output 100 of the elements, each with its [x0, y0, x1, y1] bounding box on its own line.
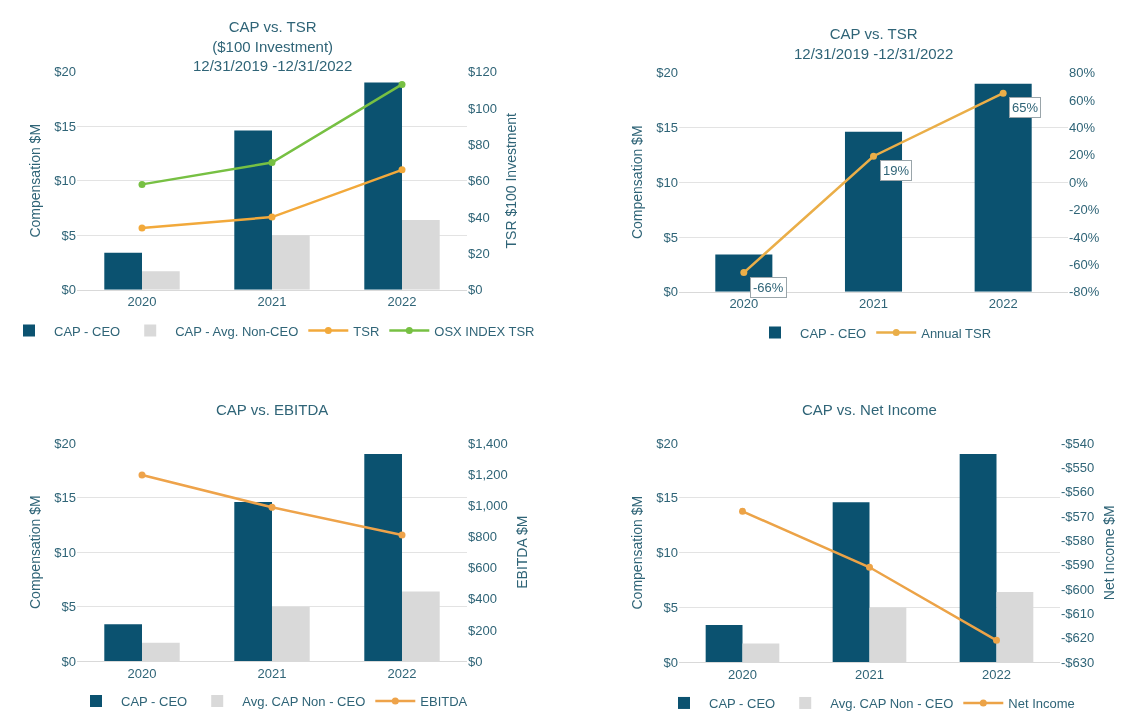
point [740, 269, 748, 277]
y-axis-title: Compensation $M [628, 125, 645, 240]
point [138, 180, 146, 188]
y-tick-label: $15 [54, 490, 76, 506]
x-tick-label: 2021 [257, 294, 287, 310]
point [138, 471, 146, 479]
y2-tick-label: -$590 [1061, 557, 1095, 573]
y-tick-label: $10 [54, 544, 76, 560]
y2-tick-label: -20% [1069, 202, 1100, 218]
legend-label: CAP - CEO [800, 325, 867, 341]
chart-title: CAP vs. EBITDA [216, 401, 329, 418]
chart-title: CAP vs. TSR 12/31/2019 -12/31/2022 [794, 25, 954, 62]
y2-axis-title: Net Income $M [1100, 505, 1117, 601]
legend-label: EBITDA [420, 694, 468, 710]
y2-tick-label: $0 [468, 282, 483, 298]
y2-axis-title: EBITDA $M [514, 515, 531, 589]
y-tick-label: $5 [663, 600, 678, 615]
y2-tick-label: 80% [1069, 65, 1096, 81]
y-tick-label: $5 [61, 599, 76, 615]
y-axis-title: Compensation $M [26, 123, 43, 238]
y2-tick-label: $100 [468, 100, 497, 116]
y-tick-label: $0 [663, 284, 678, 300]
legend-label: OSX INDEX TSR [434, 323, 535, 339]
y2-tick-label: 20% [1069, 147, 1096, 163]
x-tick-label: 2022 [988, 296, 1018, 312]
legend-label: CAP - CEO [121, 694, 188, 710]
point [739, 507, 746, 515]
point [398, 531, 406, 539]
y2-tick-label: $20 [468, 245, 490, 261]
y2-tick-label: -$600 [1061, 581, 1095, 597]
y2-tick-label: -80% [1069, 284, 1100, 300]
y-tick-label: $20 [656, 435, 678, 451]
x-tick-label: 2022 [982, 666, 1011, 682]
y2-tick-label: $800 [468, 529, 497, 545]
bar [104, 624, 142, 662]
y2-tick-label: $1,400 [468, 435, 508, 451]
bar [364, 82, 402, 290]
x-tick-label: 2020 [728, 666, 757, 682]
y2-tick-label: $40 [468, 209, 490, 225]
point [398, 166, 406, 174]
y-tick-label: $15 [656, 490, 678, 506]
bar [705, 624, 743, 663]
point [268, 503, 276, 511]
legend-label: TSR [353, 323, 380, 339]
y-tick-label: $20 [54, 435, 76, 451]
x-tick-label: 2020 [729, 296, 759, 312]
y2-tick-label: -$580 [1061, 533, 1095, 549]
data-label: 19% [883, 163, 910, 178]
y-axis-title: Compensation $M [26, 495, 43, 609]
x-tick-label: 2021 [855, 666, 884, 682]
data-label: 65% [1012, 100, 1039, 115]
legend-label: Avg. CAP Non - CEO [830, 696, 954, 712]
point [870, 152, 877, 160]
y-tick-label: $0 [663, 654, 678, 670]
point [268, 159, 276, 167]
bar [234, 502, 272, 662]
x-tick-label: 2021 [859, 296, 888, 312]
legend-label: Avg. CAP Non - CEO [242, 694, 366, 710]
point [398, 80, 406, 88]
y2-tick-label: 40% [1069, 120, 1096, 136]
y2-axis-title: TSR $100 Investment [503, 112, 520, 249]
y2-tick-label: $200 [468, 622, 497, 638]
legend-label: CAP - Avg. Non-CEO [175, 323, 299, 339]
y2-tick-label: 60% [1069, 92, 1096, 108]
point [138, 224, 146, 232]
y2-tick-label: -$630 [1061, 654, 1095, 670]
y-tick-label: $15 [656, 120, 678, 136]
bar [234, 130, 272, 290]
y-tick-label: $10 [54, 173, 76, 189]
x-tick-label: 2022 [387, 665, 417, 681]
y2-tick-label: -60% [1069, 256, 1100, 272]
y2-tick-label: $120 [468, 64, 497, 80]
y2-tick-label: -$610 [1061, 606, 1095, 622]
y2-tick-label: -$560 [1061, 484, 1095, 500]
point [268, 213, 276, 221]
y-axis-title: Compensation $M [628, 495, 645, 610]
y-tick-label: $10 [656, 545, 678, 561]
y2-tick-label: -$550 [1061, 460, 1095, 476]
bar [364, 454, 402, 662]
x-tick-label: 2020 [127, 665, 157, 681]
x-tick-label: 2022 [387, 294, 417, 310]
data-label: -66% [753, 280, 784, 295]
chart-title: CAP vs. TSR ($100 Investment) 12/31/2019 -12/31/2022 [193, 18, 353, 74]
y2-tick-label: -$540 [1061, 435, 1095, 451]
y-tick-label: $20 [54, 64, 76, 80]
x-tick-label: 2021 [257, 665, 287, 681]
point [999, 89, 1007, 97]
y2-tick-label: $60 [468, 173, 490, 189]
y2-tick-label: $400 [468, 591, 497, 607]
y2-tick-label: -$570 [1061, 508, 1095, 524]
bar [104, 252, 142, 290]
point [866, 563, 873, 571]
x-tick-label: 2020 [127, 294, 157, 310]
legend-label: CAP - CEO [709, 696, 776, 712]
y-tick-label: $5 [61, 227, 76, 243]
legend-label: Annual TSR [921, 325, 992, 341]
legend-label: CAP - CEO [54, 323, 121, 339]
bar [959, 454, 997, 663]
y-tick-label: $20 [656, 65, 678, 81]
chart-title: CAP vs. Net Income [802, 401, 937, 418]
